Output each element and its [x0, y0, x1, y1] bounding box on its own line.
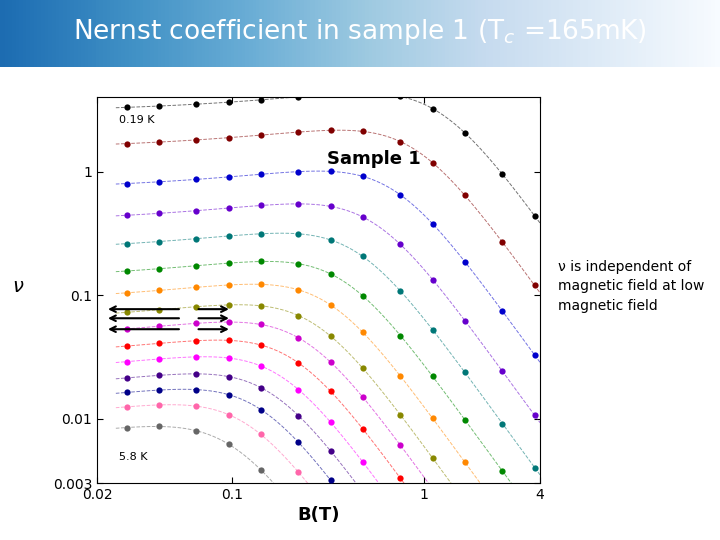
Text: 5.8 K: 5.8 K [119, 452, 148, 462]
Text: ν: ν [12, 276, 24, 296]
Text: Sample 1: Sample 1 [328, 150, 421, 168]
X-axis label: B(T): B(T) [297, 507, 340, 524]
Text: ν is independent of
magnetic field at low
magnetic field: ν is independent of magnetic field at lo… [558, 260, 704, 313]
Text: Nernst coefficient in sample 1 (T$_c$ =165mK): Nernst coefficient in sample 1 (T$_c$ =1… [73, 17, 647, 48]
Text: 0.19 K: 0.19 K [119, 114, 155, 125]
